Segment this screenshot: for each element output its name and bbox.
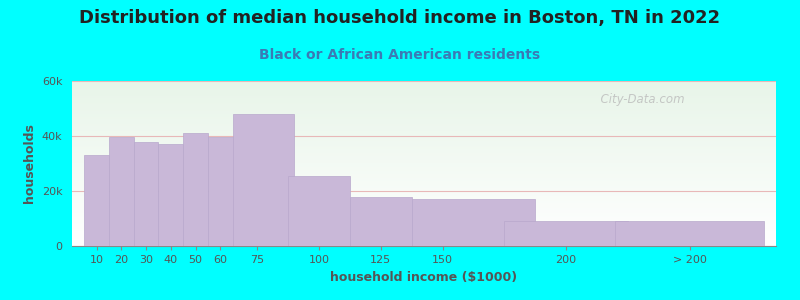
Y-axis label: households: households (23, 124, 36, 203)
Bar (350, 196, 412, 246)
X-axis label: household income ($1000): household income ($1000) (330, 271, 518, 284)
Bar (233, 114, 294, 246)
Text: City-Data.com: City-Data.com (593, 92, 685, 106)
Bar (84, 155, 109, 246)
Bar (288, 176, 350, 246)
Bar (208, 137, 245, 246)
Text: Black or African American residents: Black or African American residents (259, 48, 541, 62)
Bar (134, 142, 158, 246)
Bar (412, 199, 535, 246)
Bar (158, 144, 183, 246)
Bar (109, 137, 134, 246)
Text: Distribution of median household income in Boston, TN in 2022: Distribution of median household income … (79, 9, 721, 27)
Bar (504, 221, 628, 246)
Bar (183, 133, 208, 246)
Bar (615, 221, 764, 246)
